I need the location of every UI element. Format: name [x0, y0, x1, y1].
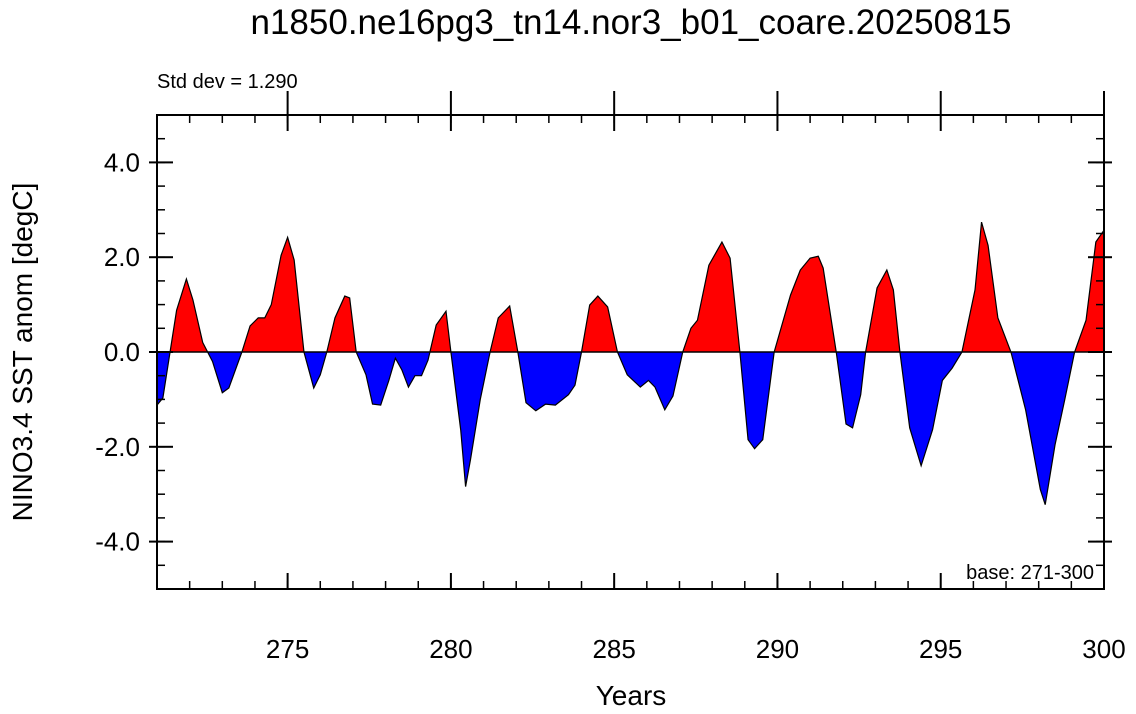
x-tick-label: 300 — [1082, 634, 1125, 664]
x-tick-label: 275 — [266, 634, 309, 664]
base-annotation: base: 271-300 — [966, 562, 1094, 584]
x-tick-label: 285 — [592, 634, 635, 664]
x-tick-label: 280 — [429, 634, 472, 664]
x-tick-label: 295 — [919, 634, 962, 664]
y-tick-label: -4.0 — [95, 527, 140, 557]
y-tick-label: 2.0 — [104, 242, 140, 272]
y-axis-label: NINO3.4 SST anom [degC] — [7, 183, 38, 522]
series-line — [156, 221, 1105, 505]
chart-title: n1850.ne16pg3_tn14.nor3_b01_coare.202508… — [251, 3, 1012, 42]
area-below — [157, 352, 1104, 505]
x-tick-label: 290 — [756, 634, 799, 664]
area-above — [157, 222, 1104, 352]
y-tick-label: 0.0 — [104, 337, 140, 367]
y-tick-label: -2.0 — [95, 432, 140, 462]
x-axis-label: Years — [596, 680, 667, 711]
std-dev-annotation: Std dev = 1.290 — [157, 71, 298, 93]
y-tick-label: 4.0 — [104, 147, 140, 177]
